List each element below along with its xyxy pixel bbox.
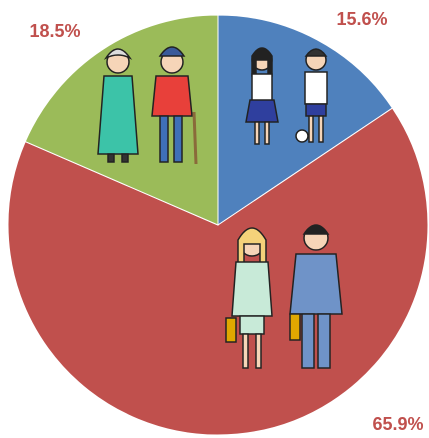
elderly-icon [97,46,198,165]
value-label: 15.6% [336,9,387,29]
child-icon [245,47,328,145]
value-label: 65.9% [372,414,423,434]
labels: 15.6% 65.9% 18.5% [29,9,423,434]
adult-icon [225,224,343,369]
pie [7,14,429,436]
value-label: 18.5% [29,21,80,41]
icons [97,46,343,369]
